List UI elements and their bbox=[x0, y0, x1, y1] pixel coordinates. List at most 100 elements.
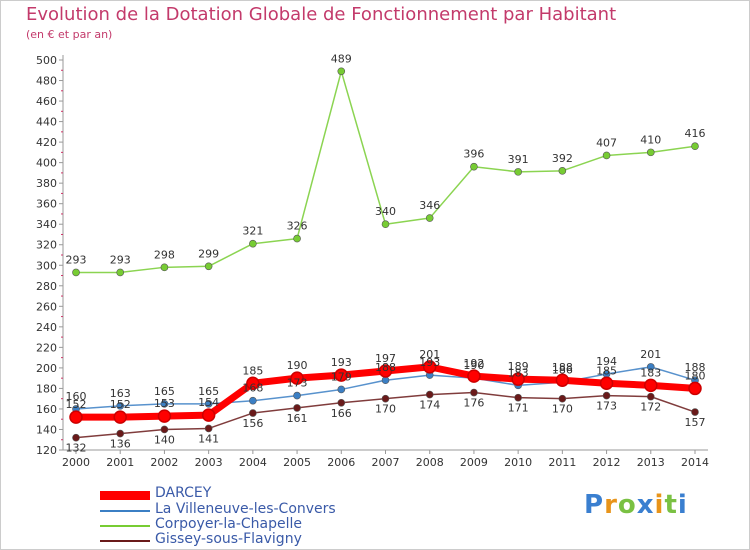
y-tick-label: 480 bbox=[36, 75, 57, 88]
data-label: 152 bbox=[66, 398, 87, 411]
data-label: 190 bbox=[287, 359, 308, 372]
data-point bbox=[646, 148, 655, 157]
data-point bbox=[381, 376, 390, 385]
chart-title: Evolution de la Dotation Globale de Fonc… bbox=[26, 4, 617, 25]
data-point bbox=[116, 268, 125, 277]
data-point bbox=[293, 391, 301, 400]
data-label: 136 bbox=[110, 438, 131, 451]
data-point bbox=[204, 400, 213, 408]
y-tick-label: 320 bbox=[36, 239, 57, 252]
proxiti-logo: Proxiti bbox=[584, 490, 688, 520]
data-label: 171 bbox=[508, 402, 529, 415]
legend-label: Gissey-sous-Flavigny bbox=[155, 531, 302, 547]
data-point bbox=[514, 393, 522, 402]
data-point bbox=[646, 392, 655, 401]
data-point bbox=[160, 425, 169, 434]
data-point bbox=[201, 408, 216, 422]
data-label: 188 bbox=[375, 361, 396, 374]
data-label: 185 bbox=[596, 364, 617, 377]
data-label: 392 bbox=[552, 152, 573, 165]
data-point bbox=[470, 162, 478, 171]
data-point bbox=[691, 408, 699, 416]
data-label: 192 bbox=[463, 357, 484, 370]
data-point bbox=[293, 404, 301, 412]
logo-letter: t bbox=[664, 490, 678, 520]
data-point bbox=[381, 220, 390, 229]
y-tick-label: 140 bbox=[36, 423, 57, 436]
data-label: 172 bbox=[640, 401, 661, 414]
data-label: 201 bbox=[640, 348, 661, 361]
x-tick-label: 2005 bbox=[283, 456, 311, 469]
data-label: 170 bbox=[552, 403, 573, 416]
data-label: 188 bbox=[552, 361, 573, 374]
data-point bbox=[69, 410, 83, 424]
data-point bbox=[157, 409, 172, 423]
data-label: 173 bbox=[596, 400, 617, 413]
data-label: 190 bbox=[463, 359, 484, 372]
data-point bbox=[688, 381, 702, 396]
logo-letter: r bbox=[604, 490, 618, 520]
data-label: 166 bbox=[331, 407, 352, 420]
data-point bbox=[691, 142, 699, 151]
data-point bbox=[116, 429, 125, 438]
data-label: 165 bbox=[154, 385, 175, 398]
logo-letter: i bbox=[654, 490, 665, 520]
data-label: 161 bbox=[287, 412, 308, 425]
data-point bbox=[72, 268, 80, 277]
x-tick-label: 2006 bbox=[327, 456, 355, 469]
data-point bbox=[293, 234, 301, 243]
data-label: 407 bbox=[596, 136, 617, 149]
y-tick-label: 180 bbox=[36, 382, 57, 395]
data-label: 186 bbox=[552, 363, 573, 376]
data-label: 183 bbox=[640, 366, 661, 379]
x-tick-label: 2007 bbox=[372, 456, 400, 469]
y-tick-label: 440 bbox=[36, 116, 57, 129]
data-label: 176 bbox=[463, 397, 484, 410]
data-point bbox=[644, 378, 658, 393]
x-tick-label: 2000 bbox=[62, 456, 90, 469]
y-tick-label: 400 bbox=[36, 157, 57, 170]
data-label: 293 bbox=[110, 253, 131, 266]
data-label: 193 bbox=[331, 356, 352, 369]
data-point bbox=[204, 262, 213, 271]
data-point bbox=[72, 433, 80, 442]
data-label: 396 bbox=[463, 148, 484, 161]
data-label: 156 bbox=[242, 417, 263, 430]
data-label: 168 bbox=[242, 382, 263, 395]
data-label: 179 bbox=[331, 370, 352, 383]
data-point bbox=[204, 424, 213, 433]
data-point bbox=[602, 151, 611, 160]
data-point bbox=[249, 396, 257, 405]
y-tick-label: 420 bbox=[36, 136, 57, 149]
data-label: 141 bbox=[198, 432, 219, 445]
logo-letter: P bbox=[584, 490, 605, 520]
y-tick-label: 160 bbox=[36, 403, 57, 416]
data-label: 391 bbox=[508, 153, 529, 166]
data-label: 152 bbox=[110, 398, 131, 411]
data-point bbox=[337, 67, 346, 76]
data-label: 185 bbox=[242, 364, 263, 377]
x-tick-label: 2009 bbox=[460, 456, 488, 469]
data-label: 188 bbox=[685, 361, 706, 374]
y-tick-label: 260 bbox=[36, 300, 57, 313]
data-label: 197 bbox=[375, 352, 396, 365]
x-tick-label: 2008 bbox=[416, 456, 444, 469]
legend-swatch bbox=[100, 525, 150, 527]
data-point bbox=[249, 239, 257, 248]
data-label: 173 bbox=[287, 377, 308, 390]
data-point bbox=[599, 376, 614, 391]
data-point bbox=[470, 388, 478, 397]
y-tick-label: 300 bbox=[36, 259, 57, 272]
data-point bbox=[249, 409, 257, 417]
x-tick-label: 2001 bbox=[106, 456, 134, 469]
data-label: 132 bbox=[66, 442, 87, 455]
data-label: 193 bbox=[419, 356, 440, 369]
data-point bbox=[334, 368, 349, 382]
data-label: 189 bbox=[508, 360, 529, 373]
legend-label: La Villeneuve-les-Convers bbox=[155, 501, 336, 517]
data-label: 140 bbox=[154, 433, 175, 446]
data-point bbox=[337, 398, 346, 407]
data-point bbox=[160, 400, 169, 408]
data-label: 170 bbox=[375, 403, 396, 416]
data-label: 157 bbox=[685, 416, 706, 429]
